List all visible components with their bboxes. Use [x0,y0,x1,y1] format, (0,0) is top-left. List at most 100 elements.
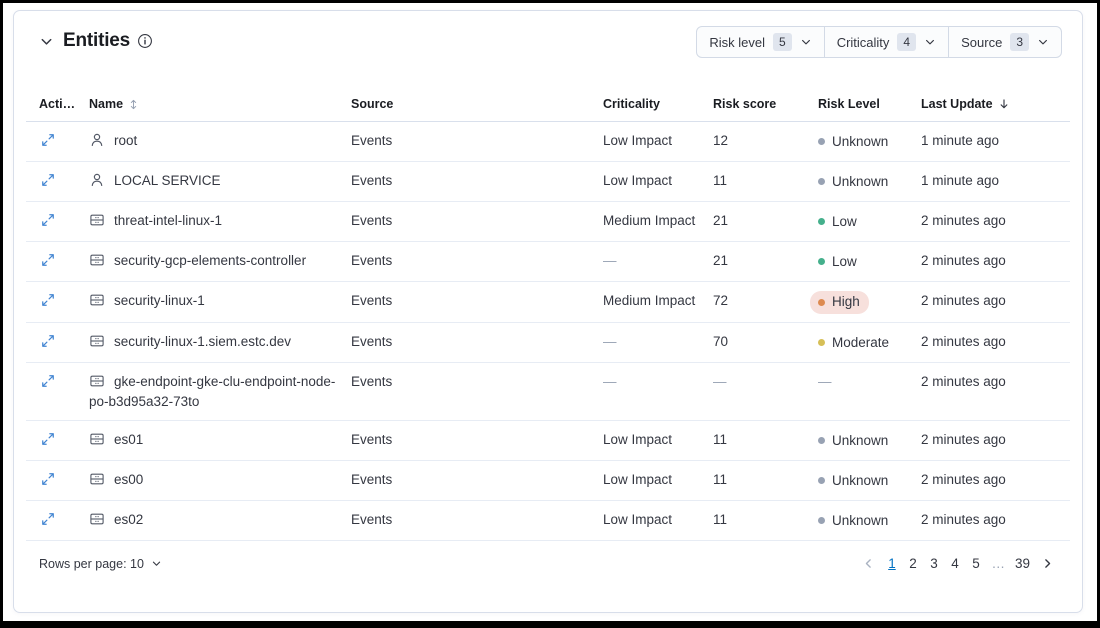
entity-name: gke-endpoint-gke-clu-endpoint-node-po-b3… [89,374,336,409]
last-update-cell: 2 minutes ago [921,213,1006,228]
entity-name: es00 [114,472,144,487]
expand-icon [41,472,55,486]
entity-name: es02 [114,512,144,527]
criticality-cell: Medium Impact [603,213,696,228]
risk-level-dot-icon [818,258,825,265]
column-header-last-update[interactable]: Last Update [908,97,1070,111]
table-body: root Events Low Impact 12 Unknown 1 minu… [26,122,1070,541]
pagination-page-1[interactable]: 1 [888,556,896,571]
source-cell: Events [351,253,393,268]
risk-score-cell: 11 [713,512,728,527]
table-row: es00 Events Low Impact 11 Unknown 2 minu… [26,461,1070,501]
risk-level-badge: Unknown [818,431,888,451]
entity-name: security-linux-1 [114,293,205,308]
expand-entity-button[interactable] [39,131,55,147]
risk-level-dot-icon [818,517,825,524]
filter-label: Risk level [709,34,765,50]
expand-entity-button[interactable] [39,372,55,388]
entity-name: LOCAL SERVICE [114,173,221,188]
risk-level-cell: Unknown [805,430,908,451]
expand-icon [41,293,55,307]
panel-header: Entities Risk level 5 Criticality 4 Sour… [14,11,1082,58]
filter-count-badge: 3 [1010,33,1029,51]
expand-entity-button[interactable] [39,171,55,187]
risk-level-label: Low [832,213,857,229]
last-update-cell: 2 minutes ago [921,253,1006,268]
host-icon [89,373,105,389]
last-update-cell: 1 minute ago [921,173,1000,188]
table-row: security-gcp-elements-controller Events … [26,242,1070,282]
column-header-risk-score: Risk score [713,97,777,111]
entity-name-cell: security-linux-1.siem.estc.dev [76,332,338,352]
expand-entity-button[interactable] [39,291,55,307]
entity-name-cell: security-linux-1 [76,291,338,311]
chevron-down-icon [924,36,936,48]
entity-name: security-linux-1.siem.estc.dev [114,334,292,349]
expand-entity-button[interactable] [39,470,55,486]
chevron-down-icon [151,558,162,569]
pagination-page-2[interactable]: 2 [909,556,917,571]
filter-label: Source [961,34,1003,50]
table-row: gke-endpoint-gke-clu-endpoint-node-po-b3… [26,363,1070,421]
table-row: security-linux-1 Events Medium Impact 72… [26,282,1070,323]
risk-level-badge: Low [818,212,857,232]
table-row: es01 Events Low Impact 11 Unknown 2 minu… [26,421,1070,461]
page-title: Entities [63,30,131,51]
source-cell: Events [351,472,393,487]
filter-source[interactable]: Source 3 [949,27,1061,57]
pagination-page-3[interactable]: 3 [930,556,938,571]
expand-entity-button[interactable] [39,251,55,267]
pagination-ellipsis: … [991,556,1005,571]
risk-score-cell: 12 [713,133,729,148]
source-cell: Events [351,432,393,447]
risk-score-cell: 21 [713,253,729,268]
info-icon[interactable] [137,33,153,49]
risk-level-cell: Unknown [805,131,908,152]
risk-score-cell: — [713,374,727,389]
chevron-down-icon [800,36,812,48]
risk-level-cell: — [818,374,832,389]
column-header-criticality: Criticality [603,97,660,111]
pagination-pages: 1 2 3 4 5 … 39 [883,554,1033,573]
last-update-cell: 2 minutes ago [921,374,1006,389]
column-header-name[interactable]: Name [76,97,338,111]
expand-entity-button[interactable] [39,332,55,348]
risk-level-label: Unknown [832,173,889,189]
criticality-cell: Low Impact [603,133,673,148]
criticality-cell: Low Impact [603,512,673,527]
risk-level-badge: Low [818,252,857,272]
risk-level-badge: High [810,291,869,314]
risk-level-label: High [832,294,860,309]
criticality-cell: — [603,374,617,389]
table-header-row: Actio… Name Source Criticality Risk scor… [26,88,1070,122]
filter-criticality[interactable]: Criticality 4 [825,27,950,57]
last-update-cell: 2 minutes ago [921,432,1006,447]
pagination-page-39[interactable]: 39 [1014,556,1030,571]
filter-count-badge: 5 [773,33,792,51]
expand-icon [41,432,55,446]
entity-name: security-gcp-elements-controller [114,253,307,268]
entities-table: Actio… Name Source Criticality Risk scor… [26,88,1070,586]
risk-level-label: Unknown [832,432,889,448]
pagination-next-icon[interactable] [1037,557,1058,570]
table-row: es02 Events Low Impact 11 Unknown 2 minu… [26,501,1070,541]
last-update-cell: 2 minutes ago [921,472,1006,487]
sortable-icon [128,99,139,110]
last-update-cell: 1 minute ago [921,133,1000,148]
filter-risk-level[interactable]: Risk level 5 [697,27,825,57]
expand-entity-button[interactable] [39,510,55,526]
sort-desc-icon [998,98,1010,110]
risk-level-dot-icon [818,178,825,185]
expand-entity-button[interactable] [39,211,55,227]
table-row: LOCAL SERVICE Events Low Impact 11 Unkno… [26,162,1070,202]
pagination-page-4[interactable]: 4 [951,556,959,571]
risk-level-label: Unknown [832,512,889,528]
collapse-chevron-icon[interactable] [39,34,54,49]
rows-per-page-button[interactable]: Rows per page: 10 [38,557,162,571]
entity-name-cell: LOCAL SERVICE [76,171,338,191]
host-icon [89,511,105,527]
expand-entity-button[interactable] [39,430,55,446]
pagination-page-5[interactable]: 5 [972,556,980,571]
risk-level-dot-icon [818,339,825,346]
source-cell: Events [351,374,393,389]
